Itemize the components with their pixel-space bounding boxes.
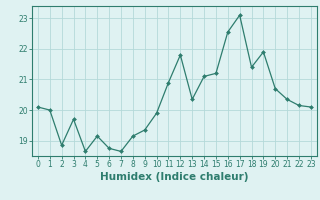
X-axis label: Humidex (Indice chaleur): Humidex (Indice chaleur) (100, 172, 249, 182)
